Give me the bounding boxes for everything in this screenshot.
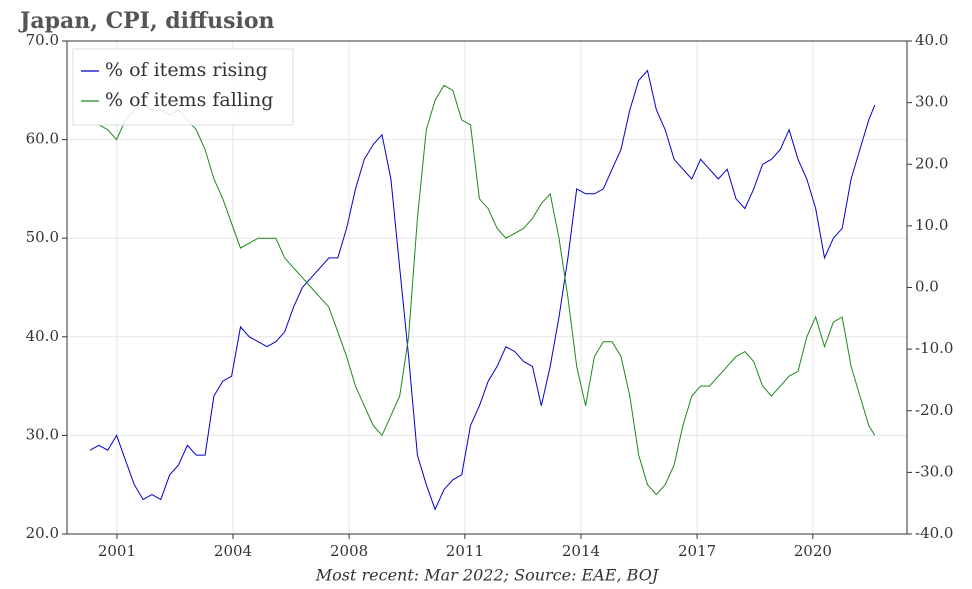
y2-tick-label: 30.0: [915, 93, 948, 111]
y2-tick-label: 40.0: [915, 31, 948, 49]
x-tick-label: 2004: [214, 542, 252, 560]
legend-label: % of items rising: [105, 59, 268, 81]
chart-title: Japan, CPI, diffusion: [18, 8, 274, 34]
y-tick-label: 70.0: [26, 31, 59, 49]
y2-tick-label: 0.0: [915, 278, 939, 296]
x-tick-label: 2011: [446, 542, 484, 560]
x-tick-label: 2008: [330, 542, 368, 560]
x-tick-label: 2001: [98, 542, 136, 560]
y2-tick-label: 10.0: [915, 216, 948, 234]
legend-label: % of items falling: [105, 89, 273, 111]
plot-frame: [66, 40, 908, 535]
y-tick-label: 60.0: [26, 130, 59, 148]
x-tick-label: 2020: [794, 542, 832, 560]
y2-tick-label: -40.0: [915, 524, 953, 542]
y2-tick-label: -10.0: [915, 339, 953, 357]
y-tick-label: 30.0: [26, 425, 59, 443]
series-line: [89, 69, 876, 511]
legend-box: [72, 48, 294, 126]
x-tick-label: 2014: [562, 542, 600, 560]
y2-tick-label: -30.0: [915, 462, 953, 480]
footnote: Most recent: Mar 2022; Source: EAE, BOJ: [315, 566, 660, 585]
y-tick-label: 50.0: [26, 228, 59, 246]
y2-tick-label: -20.0: [915, 401, 953, 419]
x-tick-label: 2017: [678, 542, 716, 560]
series-line: [90, 84, 876, 496]
y-tick-label: 40.0: [26, 327, 59, 345]
y2-tick-label: 20.0: [915, 154, 948, 172]
y-tick-label: 20.0: [26, 524, 59, 542]
